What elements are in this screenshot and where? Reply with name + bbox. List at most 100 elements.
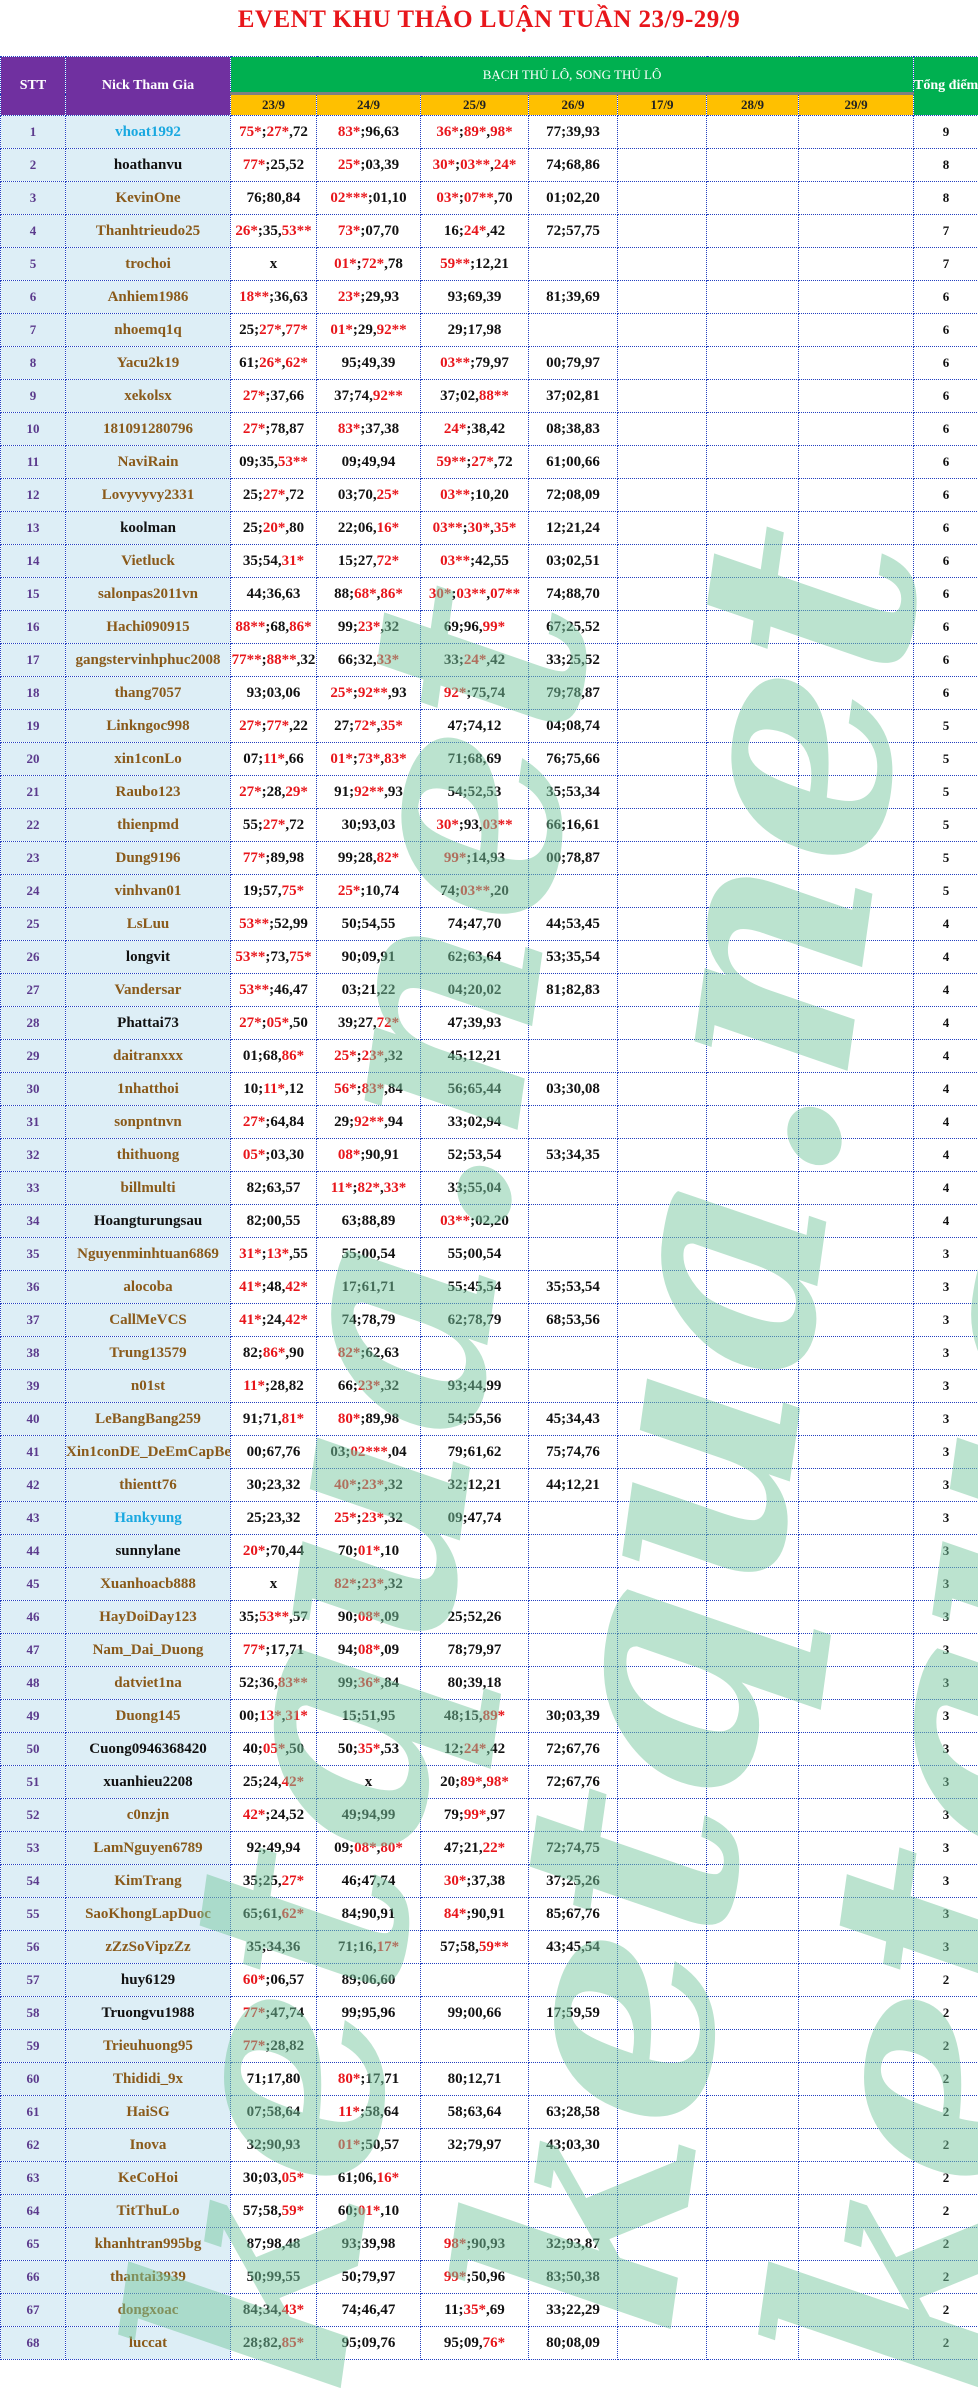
pick-number: 61;06,	[338, 2170, 377, 2186]
day-cell: x	[231, 1568, 317, 1601]
pick-number: ,72	[285, 487, 304, 503]
day-cell: 30*;03**,24*	[421, 149, 529, 182]
hit-number: 03**	[456, 586, 486, 602]
date-header: 25/9	[421, 94, 529, 116]
day-cell	[529, 1667, 618, 1700]
nick-name: sunnylane	[66, 1535, 231, 1568]
hit-number: 85*	[282, 2335, 305, 2351]
hit-number: 86*	[282, 1048, 305, 1064]
day-cell	[799, 1535, 914, 1568]
row-number: 2	[1, 149, 66, 182]
day-cell: 25*;10,74	[317, 875, 421, 908]
day-cell	[707, 1667, 799, 1700]
pick-number: 56;65,44	[448, 1081, 502, 1097]
total-score: 3	[914, 1799, 978, 1832]
day-cell	[421, 2162, 529, 2195]
nick-name: HayDoiDay123	[66, 1601, 231, 1634]
pick-number: 20;	[440, 1774, 460, 1790]
row-number: 30	[1, 1073, 66, 1106]
day-cell	[707, 1205, 799, 1238]
day-cell: 77*;89,98	[231, 842, 317, 875]
day-cell	[618, 743, 707, 776]
hit-number: 72*	[377, 553, 400, 569]
total-score: 2	[914, 2030, 978, 2063]
pick-number: ,32	[384, 1576, 403, 1592]
row-number: 8	[1, 347, 66, 380]
day-cell	[707, 182, 799, 215]
hit-number: 03**	[460, 157, 490, 173]
nick-name: LeBangBang259	[66, 1403, 231, 1436]
hit-number: 27*	[259, 322, 282, 338]
total-score: 6	[914, 446, 978, 479]
day-cell: 33;25,52	[529, 644, 618, 677]
hit-number: 77*	[243, 2005, 266, 2021]
day-cell: 10;11*,12	[231, 1073, 317, 1106]
pick-number: ,70	[494, 190, 513, 206]
row-number: 19	[1, 710, 66, 743]
day-cell	[799, 1667, 914, 1700]
pick-number: 74;46,47	[342, 2302, 396, 2318]
hit-number: 08*	[338, 1147, 361, 1163]
pick-number: ;79,97	[470, 355, 509, 371]
hit-number: 05*	[282, 2170, 305, 2186]
hit-number: 89*	[464, 124, 487, 140]
day-cell: 61;00,66	[529, 446, 618, 479]
day-cell	[421, 2030, 529, 2063]
pick-number: ;06,57	[265, 1972, 304, 1988]
pick-number: 12;21,24	[546, 520, 600, 536]
pick-number: 44;53,45	[546, 916, 600, 932]
day-cell	[799, 1832, 914, 1865]
day-cell	[707, 644, 799, 677]
day-cell: 76;75,66	[529, 743, 618, 776]
pick-number: 54;55,56	[448, 1411, 502, 1427]
day-cell	[799, 2162, 914, 2195]
hit-number: 33*	[384, 1180, 407, 1196]
pick-number: ;25,52	[265, 157, 304, 173]
day-cell: 81;82,83	[529, 974, 618, 1007]
total-score: 4	[914, 941, 978, 974]
day-cell: 84;90,91	[317, 1898, 421, 1931]
nick-name: KimTrang	[66, 1865, 231, 1898]
day-cell: 71;68,69	[421, 743, 529, 776]
pick-number: 44;36,63	[247, 586, 301, 602]
pick-number: 60;	[338, 2203, 358, 2219]
hit-number: 23*	[358, 1378, 381, 1394]
pick-number: 78;79,97	[448, 1642, 502, 1658]
pick-number: 35;53,54	[546, 1279, 600, 1295]
pick-number: 09;49,94	[342, 454, 396, 470]
day-cell	[618, 2327, 707, 2360]
pick-number: 08;38,83	[546, 421, 600, 437]
pick-number: 12;	[444, 1741, 464, 1757]
total-score: 3	[914, 1601, 978, 1634]
day-cell: 75;74,76	[529, 1436, 618, 1469]
pick-number: 99;95,96	[342, 2005, 396, 2021]
day-cell	[707, 1304, 799, 1337]
row-number: 13	[1, 512, 66, 545]
nick-name: Raubo123	[66, 776, 231, 809]
hit-number: 83*	[362, 1081, 385, 1097]
hit-number: 17*	[377, 1939, 400, 1955]
day-cell	[618, 578, 707, 611]
day-cell: 01;02,20	[529, 182, 618, 215]
day-cell: 27*;05*,50	[231, 1007, 317, 1040]
pick-number: 44;12,21	[546, 1477, 600, 1493]
day-cell: 01*;50,57	[317, 2129, 421, 2162]
hit-number: 75*	[282, 883, 305, 899]
nick-name: HaiSG	[66, 2096, 231, 2129]
day-cell: 74;03**,20	[421, 875, 529, 908]
nick-name: Vandersar	[66, 974, 231, 1007]
pick-number: ,32	[380, 1378, 399, 1394]
total-score: 3	[914, 1535, 978, 1568]
day-cell	[799, 1997, 914, 2030]
hit-number: 03**	[433, 520, 463, 536]
day-cell: 60*;06,57	[231, 1964, 317, 1997]
hit-number: 35*	[380, 718, 403, 734]
day-cell	[618, 1799, 707, 1832]
pick-number: 25;52,26	[448, 1609, 502, 1625]
